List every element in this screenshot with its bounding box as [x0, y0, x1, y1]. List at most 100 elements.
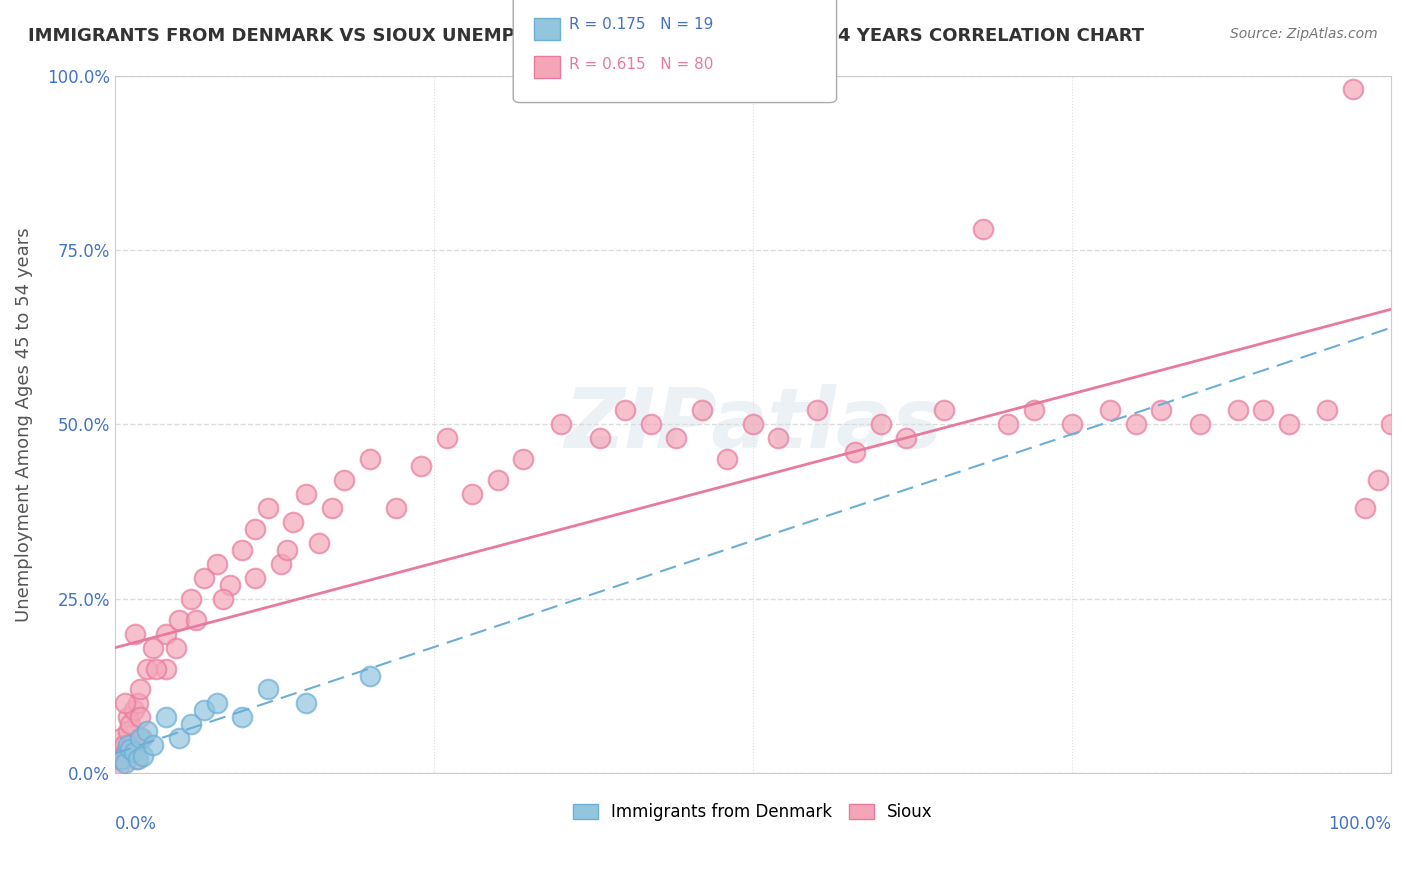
- Sioux: [135, 661, 157, 675]
- Sioux: [276, 543, 298, 558]
- Sioux: [1316, 403, 1339, 417]
- Sioux: [690, 403, 713, 417]
- Immigrants from Denmark: [117, 739, 139, 753]
- Sioux: [1022, 403, 1045, 417]
- Immigrants from Denmark: [257, 682, 280, 697]
- Immigrants from Denmark: [110, 752, 132, 766]
- Sioux: [384, 501, 406, 516]
- Sioux: [869, 417, 891, 432]
- Immigrants from Denmark: [132, 748, 155, 763]
- Sioux: [665, 431, 688, 445]
- Sioux: [1278, 417, 1301, 432]
- Sioux: [461, 487, 484, 501]
- Sioux: [972, 222, 994, 236]
- Sioux: [117, 724, 139, 739]
- Sioux: [167, 613, 190, 627]
- Sioux: [1099, 403, 1122, 417]
- Sioux: [122, 703, 145, 717]
- Sioux: [112, 739, 135, 753]
- Sioux: [243, 522, 266, 536]
- Sioux: [155, 626, 177, 640]
- Immigrants from Denmark: [205, 697, 228, 711]
- Sioux: [934, 403, 956, 417]
- Sioux: [512, 452, 534, 467]
- Sioux: [127, 697, 149, 711]
- Immigrants from Denmark: [122, 745, 145, 759]
- Sioux: [218, 578, 240, 592]
- Immigrants from Denmark: [167, 731, 190, 746]
- Sioux: [180, 591, 202, 606]
- Sioux: [614, 403, 637, 417]
- Sioux: [321, 501, 343, 516]
- Y-axis label: Unemployment Among Ages 45 to 54 years: Unemployment Among Ages 45 to 54 years: [15, 227, 32, 622]
- Text: 100.0%: 100.0%: [1329, 815, 1391, 833]
- Sioux: [145, 661, 167, 675]
- Immigrants from Denmark: [359, 668, 381, 682]
- Sioux: [486, 473, 509, 487]
- Sioux: [142, 640, 165, 655]
- Sioux: [295, 487, 318, 501]
- Immigrants from Denmark: [127, 752, 149, 766]
- Sioux: [124, 626, 146, 640]
- Text: 0.0%: 0.0%: [115, 815, 156, 833]
- Sioux: [125, 752, 148, 766]
- Sioux: [550, 417, 572, 432]
- Immigrants from Denmark: [114, 756, 136, 770]
- Sioux: [1253, 403, 1275, 417]
- Sioux: [1341, 82, 1364, 96]
- Text: Source: ZipAtlas.com: Source: ZipAtlas.com: [1230, 27, 1378, 41]
- Text: IMMIGRANTS FROM DENMARK VS SIOUX UNEMPLOYMENT AMONG AGES 45 TO 54 YEARS CORRELAT: IMMIGRANTS FROM DENMARK VS SIOUX UNEMPLO…: [28, 27, 1144, 45]
- Sioux: [257, 501, 280, 516]
- Sioux: [212, 591, 235, 606]
- Sioux: [997, 417, 1019, 432]
- Immigrants from Denmark: [295, 697, 318, 711]
- Sioux: [1379, 417, 1402, 432]
- Sioux: [129, 682, 152, 697]
- Sioux: [165, 640, 187, 655]
- Sioux: [436, 431, 458, 445]
- Sioux: [120, 717, 142, 731]
- Sioux: [806, 403, 828, 417]
- Sioux: [105, 752, 128, 766]
- Immigrants from Denmark: [135, 724, 157, 739]
- Sioux: [333, 473, 356, 487]
- Immigrants from Denmark: [120, 741, 142, 756]
- Sioux: [409, 459, 432, 474]
- Sioux: [110, 731, 132, 746]
- Immigrants from Denmark: [180, 717, 202, 731]
- Sioux: [1226, 403, 1249, 417]
- Sioux: [243, 571, 266, 585]
- Immigrants from Denmark: [142, 739, 165, 753]
- Sioux: [283, 515, 305, 529]
- Sioux: [768, 431, 790, 445]
- Sioux: [120, 739, 142, 753]
- Sioux: [186, 613, 208, 627]
- Sioux: [107, 745, 129, 759]
- Sioux: [131, 731, 153, 746]
- Immigrants from Denmark: [231, 710, 253, 724]
- Sioux: [205, 557, 228, 571]
- Sioux: [1125, 417, 1147, 432]
- Immigrants from Denmark: [129, 731, 152, 746]
- Sioux: [844, 445, 866, 459]
- Sioux: [716, 452, 738, 467]
- Sioux: [111, 752, 134, 766]
- Sioux: [589, 431, 612, 445]
- Sioux: [231, 543, 253, 558]
- Immigrants from Denmark: [155, 710, 177, 724]
- Text: R = 0.615   N = 80: R = 0.615 N = 80: [569, 57, 714, 71]
- Sioux: [1354, 501, 1376, 516]
- Sioux: [270, 557, 292, 571]
- Sioux: [193, 571, 215, 585]
- Sioux: [155, 661, 177, 675]
- Sioux: [117, 710, 139, 724]
- Sioux: [741, 417, 763, 432]
- Text: ZIPatlas: ZIPatlas: [564, 384, 942, 465]
- Sioux: [894, 431, 917, 445]
- Legend: Immigrants from Denmark, Sioux: Immigrants from Denmark, Sioux: [567, 797, 939, 828]
- Sioux: [114, 697, 136, 711]
- Immigrants from Denmark: [193, 703, 215, 717]
- Text: R = 0.175   N = 19: R = 0.175 N = 19: [569, 18, 714, 32]
- Sioux: [1367, 473, 1389, 487]
- Sioux: [1150, 403, 1173, 417]
